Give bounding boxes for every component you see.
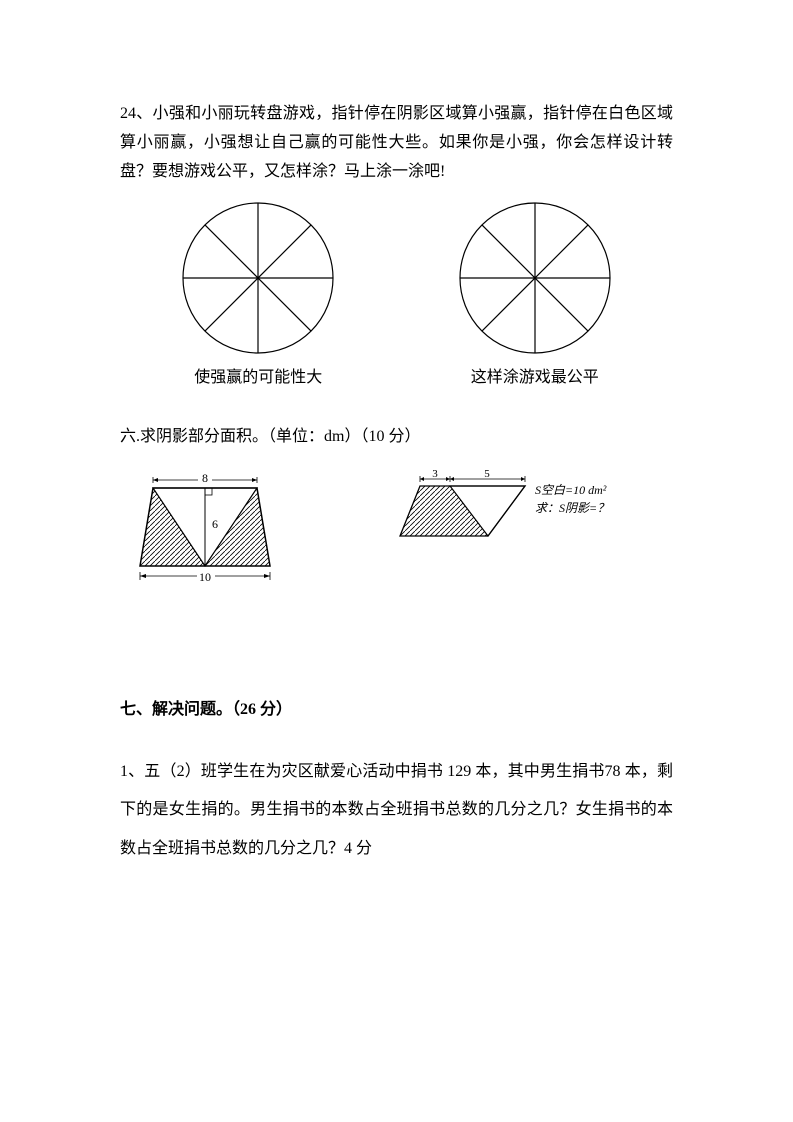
spinner-right xyxy=(455,198,615,358)
q7-text: 1、五（2）班学生在为灾区献爱心活动中捐书 129 本，其中男生捐书78 本，剩… xyxy=(120,753,673,868)
svg-text:求：S阴影=？: 求：S阴影=？ xyxy=(535,501,609,515)
spinner-left xyxy=(178,198,338,358)
q7-heading: 七、解决问题。（26 分） xyxy=(120,696,673,725)
svg-text:S空白=10 dm²: S空白=10 dm² xyxy=(535,483,607,497)
q7-section: 七、解决问题。（26 分） 1、五（2）班学生在为灾区献爱心活动中捐书 129 … xyxy=(120,696,673,868)
svg-text:3: 3 xyxy=(432,468,438,480)
spinners-row: 使强赢的可能性大 这样涂游戏最公平 xyxy=(120,198,673,393)
spinner-right-block: 这样涂游戏最公平 xyxy=(455,198,615,393)
spinner-left-caption: 使强赢的可能性大 xyxy=(194,364,322,393)
q24-text: 24、小强和小丽玩转盘游戏，指针停在阴影区域算小强赢，指针停在白色区域算小丽赢，… xyxy=(120,100,673,186)
svg-text:10: 10 xyxy=(199,570,211,584)
trapezoid-figure-1: 8 6 10 xyxy=(120,466,290,596)
svg-text:6: 6 xyxy=(212,517,218,531)
trapezoid-figure-2: 3 5 S空白=10 dm² 求：S阴影=？ xyxy=(390,466,650,561)
figures-row: 8 6 10 3 5 xyxy=(120,466,673,596)
svg-text:8: 8 xyxy=(202,471,208,485)
spinner-left-block: 使强赢的可能性大 xyxy=(178,198,338,393)
spinner-right-caption: 这样涂游戏最公平 xyxy=(471,364,599,393)
svg-text:5: 5 xyxy=(484,468,490,480)
q6-heading: 六.求阴影部分面积。（单位：dm）（10 分） xyxy=(120,423,673,452)
